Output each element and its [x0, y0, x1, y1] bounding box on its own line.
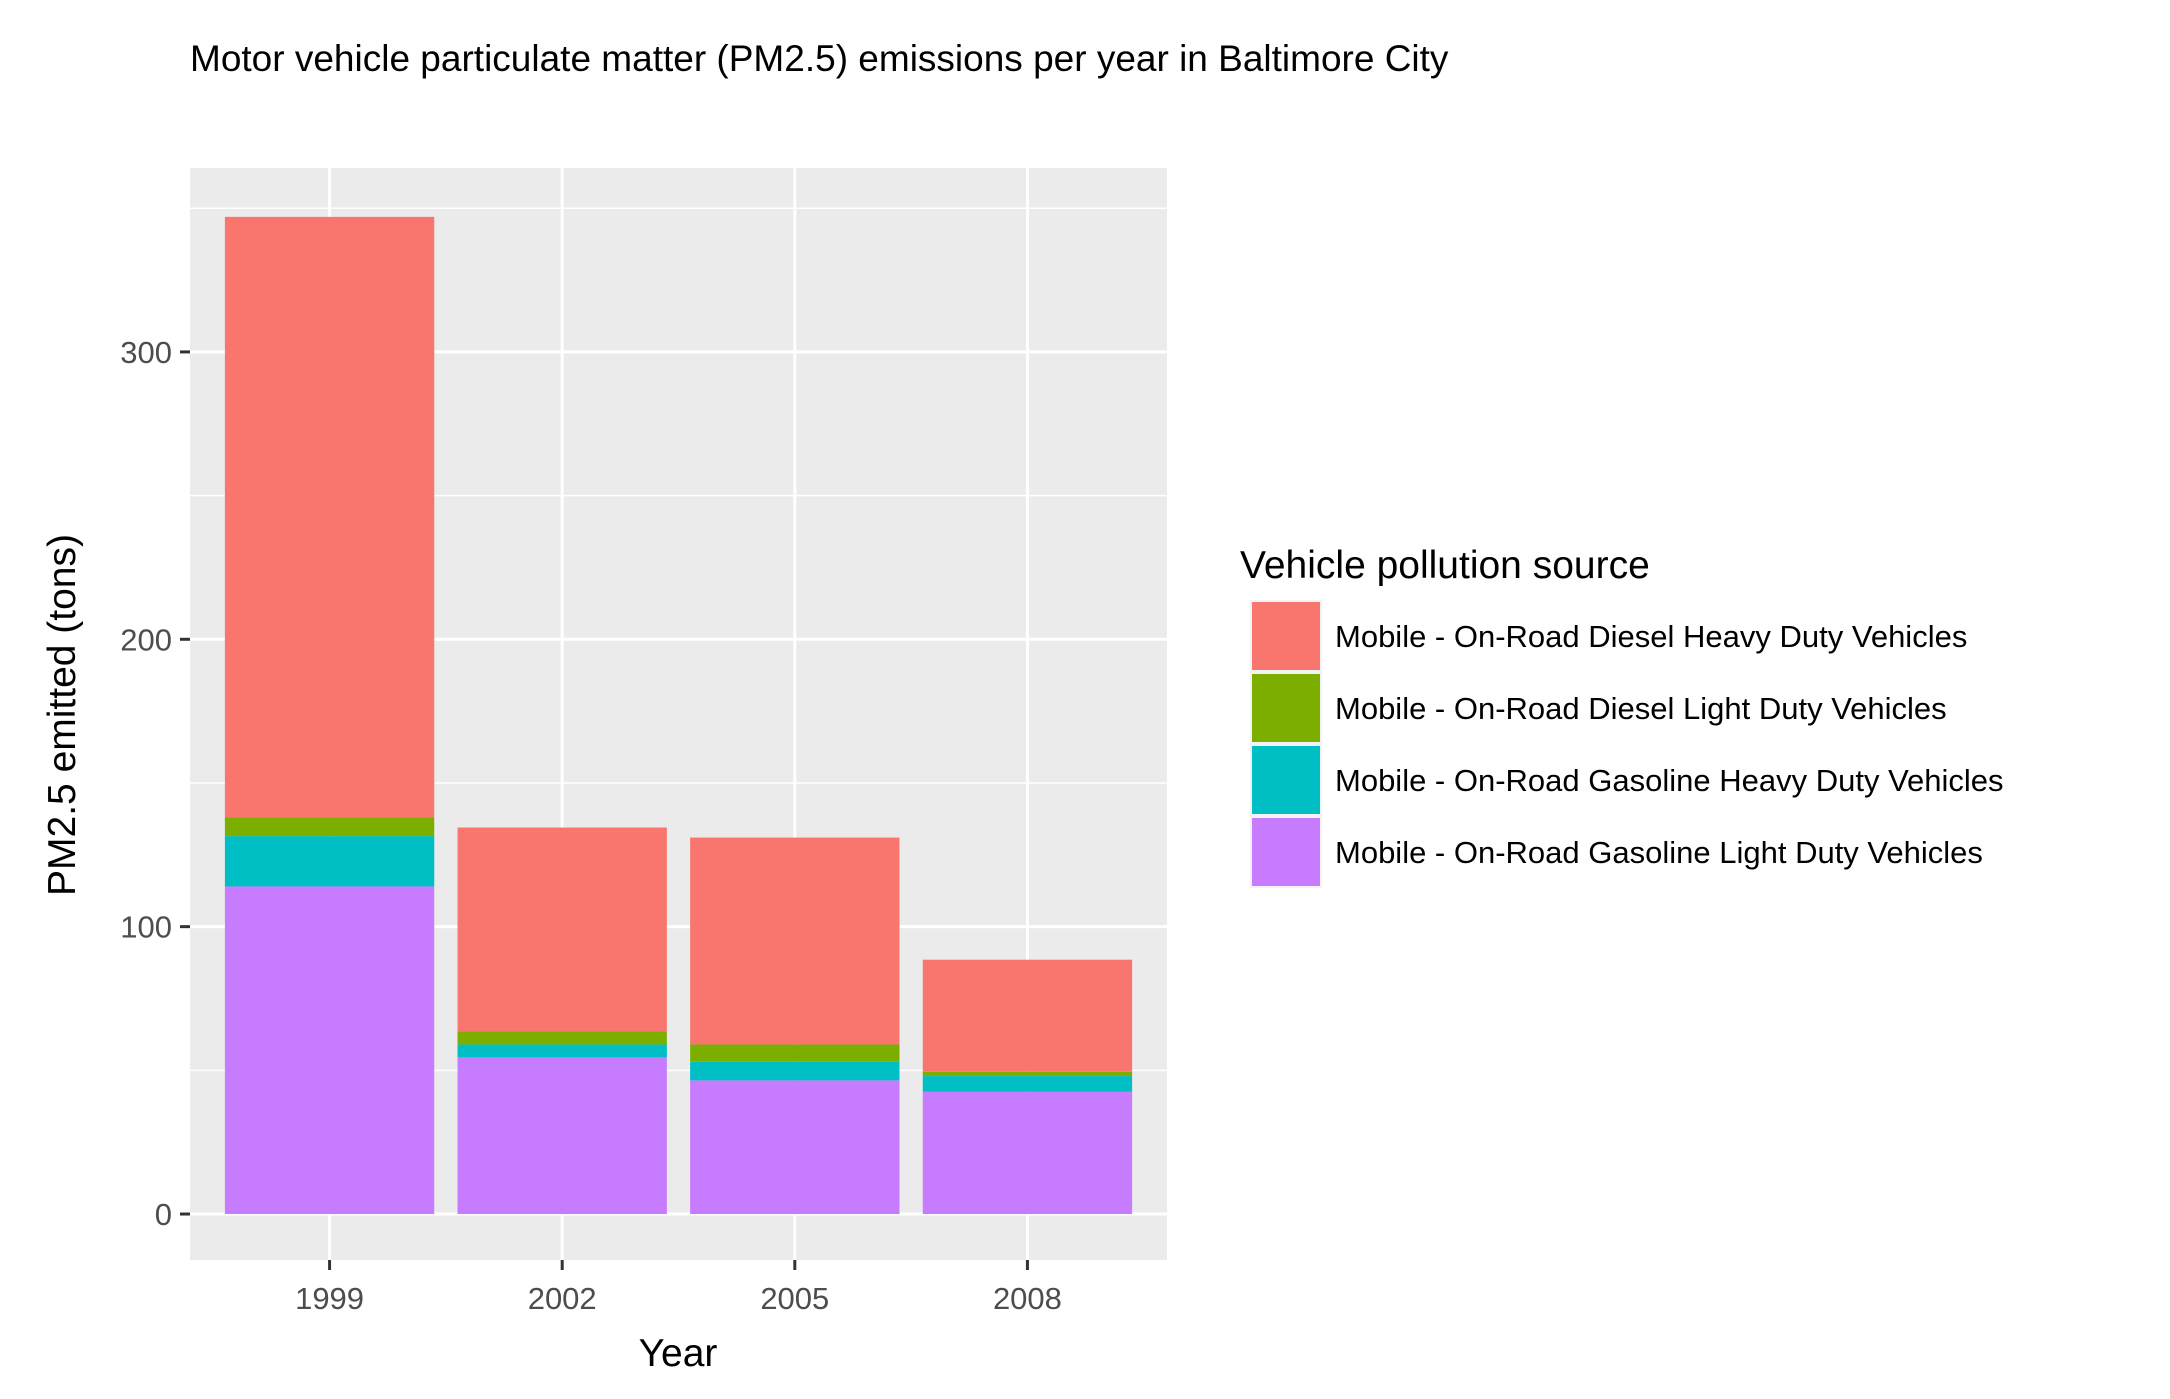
- legend-items: Mobile - On-Road Diesel Heavy Duty Vehic…: [1250, 600, 2004, 888]
- y-tick-label: 0: [155, 1197, 172, 1232]
- legend-swatch: [1252, 818, 1320, 886]
- y-axis-title: PM2.5 emitted (tons): [41, 534, 84, 896]
- legend-title: Vehicle pollution source: [1240, 544, 1650, 587]
- legend-swatch: [1252, 602, 1320, 670]
- legend-label: Mobile - On-Road Gasoline Heavy Duty Veh…: [1335, 763, 2004, 798]
- x-tick-label: 2008: [993, 1281, 1062, 1316]
- bar-segment: [224, 216, 435, 818]
- bar-segment: [224, 836, 435, 887]
- y-axis: 0 100 200 300: [120, 335, 190, 1232]
- x-tick-label: 1999: [295, 1281, 364, 1316]
- bars: [224, 216, 1133, 1215]
- legend-swatch: [1252, 674, 1320, 742]
- x-axis: 1999 2002 2005 2008: [295, 1260, 1062, 1316]
- bar-segment: [922, 1076, 1133, 1092]
- x-tick-label: 2005: [760, 1281, 829, 1316]
- chart-title: Motor vehicle particulate matter (PM2.5)…: [190, 38, 1449, 79]
- x-axis-title: Year: [639, 1332, 718, 1375]
- y-tick-label: 200: [120, 622, 172, 657]
- bar-segment: [922, 959, 1133, 1072]
- legend-swatch: [1252, 746, 1320, 814]
- bar-segment: [690, 1044, 900, 1062]
- y-tick-label: 300: [120, 335, 172, 370]
- legend-label: Mobile - On-Road Diesel Heavy Duty Vehic…: [1335, 619, 1967, 654]
- legend: Vehicle pollution source Mobile - On-Roa…: [1240, 544, 2004, 888]
- bar-segment: [690, 1061, 900, 1081]
- bar-segment: [690, 1080, 900, 1215]
- bar-segment: [224, 886, 435, 1215]
- legend-label: Mobile - On-Road Diesel Light Duty Vehic…: [1335, 691, 1947, 726]
- bar-segment: [224, 817, 435, 837]
- x-tick-label: 2002: [528, 1281, 597, 1316]
- bar-segment: [922, 1091, 1133, 1215]
- bar-segment: [457, 827, 667, 1032]
- bar-segment: [457, 1057, 667, 1215]
- bar-segment: [457, 1044, 667, 1058]
- legend-label: Mobile - On-Road Gasoline Light Duty Veh…: [1335, 835, 1983, 870]
- bar-segment: [457, 1031, 667, 1045]
- bar-segment: [690, 837, 900, 1045]
- bar-segment: [922, 1071, 1133, 1077]
- y-tick-label: 100: [120, 910, 172, 945]
